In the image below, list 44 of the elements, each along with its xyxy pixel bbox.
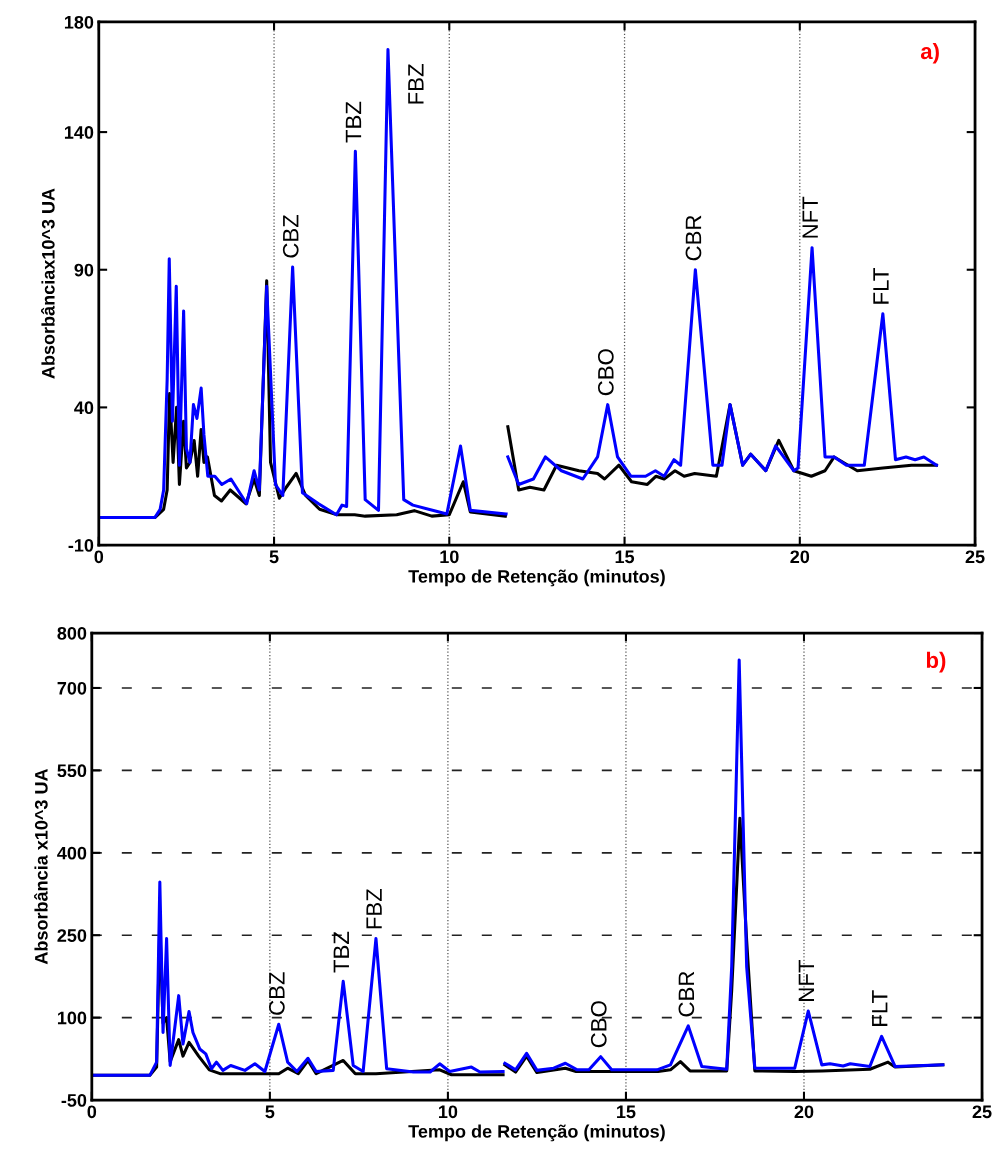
x-tick-label: 10 [440, 550, 459, 564]
y-axis-title: Absorbância x10^3 UA [34, 768, 48, 965]
annotation: CBO [590, 1001, 607, 1048]
y-axis-title: Absorbânciax10^3 UA [41, 188, 55, 379]
x-tick-label: 15 [617, 1105, 636, 1119]
y-tick-label: -50 [61, 1093, 87, 1107]
annotation: CBO [597, 349, 614, 396]
annotation: CBZ [268, 972, 285, 1015]
annotation: CBZ [282, 214, 299, 258]
annotation: CBR [685, 215, 702, 261]
x-tick-label: 0 [87, 1105, 97, 1119]
y-tick-label: 550 [57, 764, 87, 778]
y-tick-label: 140 [64, 126, 94, 139]
annotation: TBZ [345, 101, 362, 143]
y-tick-label: 180 [64, 15, 94, 29]
x-tick-label: 10 [439, 1105, 458, 1119]
annotation: CBR [678, 971, 695, 1017]
annotation: b) [926, 651, 946, 673]
annotation: FBZ [408, 64, 424, 104]
annotation: FBZ [366, 888, 382, 929]
y-tick-label: 800 [57, 626, 87, 640]
x-tick-label: 25 [972, 1105, 992, 1119]
y-tick-label: 700 [57, 681, 87, 695]
y-tick-label: 40 [74, 401, 94, 415]
annotation: FLT [872, 990, 888, 1026]
y-tick-label: 250 [57, 929, 87, 942]
y-tick-label: 100 [57, 1011, 87, 1025]
x-axis-title: Tempo de Retenção (minutos) [408, 1124, 665, 1142]
annotation: NFT [798, 960, 815, 1001]
x-tick-label: 5 [269, 550, 279, 564]
y-tick-label: -10 [68, 538, 94, 552]
x-axis-title: Tempo de Retenção (minutos) [408, 569, 665, 587]
annotation: a) [920, 42, 939, 64]
x-tick-label: 5 [265, 1105, 275, 1119]
x-tick-label: 15 [615, 550, 635, 564]
y-tick-label: 400 [57, 846, 87, 860]
annotation: NFT [802, 196, 818, 238]
x-tick-label: 25 [965, 550, 985, 564]
x-tick-label: 20 [794, 1105, 814, 1119]
annotation: FLT [873, 268, 889, 304]
y-tick-label: 90 [74, 263, 94, 277]
annotation: TBZ [333, 931, 349, 973]
x-tick-label: 20 [790, 550, 810, 564]
x-tick-label: 0 [94, 550, 104, 564]
